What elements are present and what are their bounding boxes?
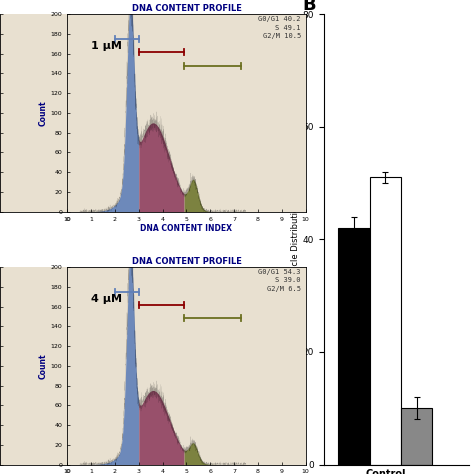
Text: B: B bbox=[302, 0, 316, 14]
Title: DNA CONTENT PROFILE: DNA CONTENT PROFILE bbox=[131, 4, 241, 13]
Text: 4 μM: 4 μM bbox=[91, 293, 122, 304]
Title: DNA CONTENT PROFILE: DNA CONTENT PROFILE bbox=[131, 257, 241, 266]
X-axis label: DNA CONTENT INDEX: DNA CONTENT INDEX bbox=[140, 224, 232, 233]
Text: 1 μM: 1 μM bbox=[91, 41, 122, 51]
Bar bbox=[370, 177, 401, 465]
Y-axis label: Count: Count bbox=[39, 100, 48, 126]
Y-axis label: Cell Cycle Distribution (%): Cell Cycle Distribution (%) bbox=[291, 184, 300, 295]
Text: G0/G1 40.2
S 49.1
G2/M 10.5: G0/G1 40.2 S 49.1 G2/M 10.5 bbox=[258, 16, 301, 39]
Bar bbox=[338, 228, 370, 465]
Y-axis label: Count: Count bbox=[39, 353, 48, 379]
Bar bbox=[401, 408, 432, 465]
Text: G0/G1 54.3
S 39.0
G2/M 6.5: G0/G1 54.3 S 39.0 G2/M 6.5 bbox=[258, 269, 301, 292]
